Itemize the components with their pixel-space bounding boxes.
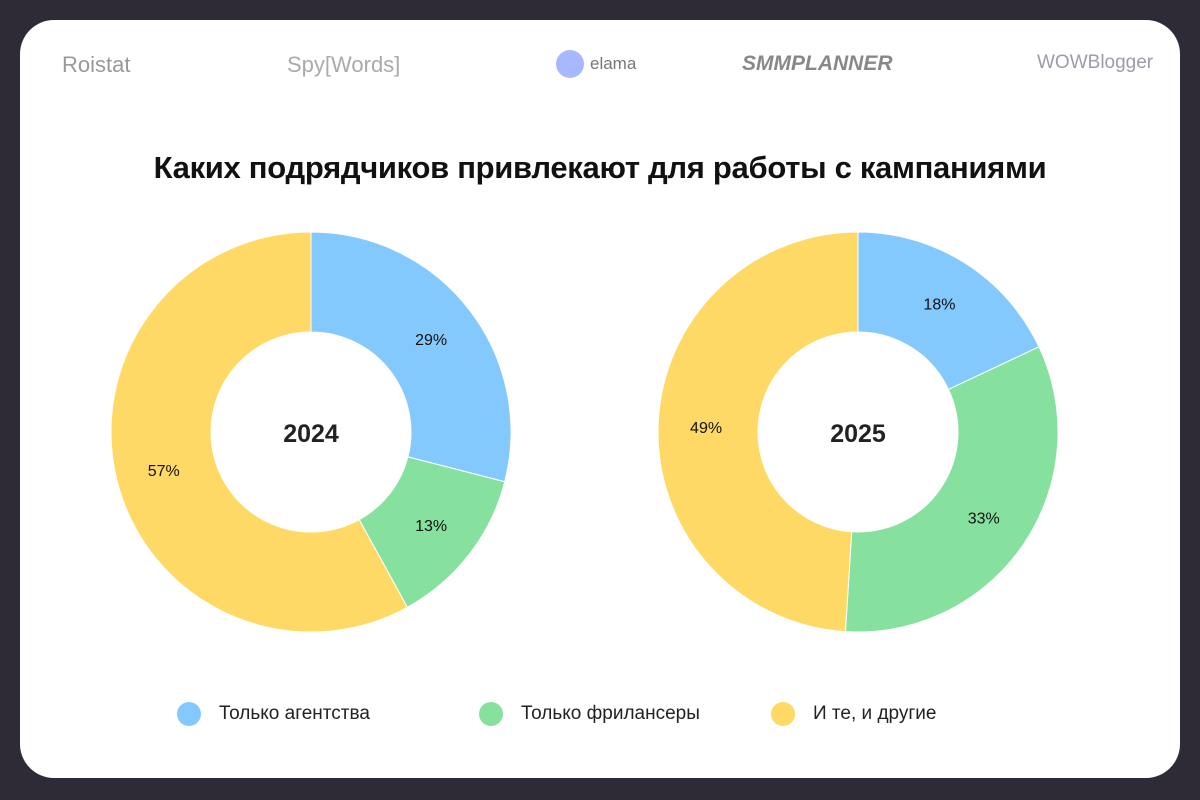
donut-slice — [310, 231, 512, 483]
donut-center-label: 2024 — [283, 420, 339, 448]
logo-elama-text: elama — [590, 54, 637, 73]
logo-roistat: Roistat — [62, 52, 131, 77]
donut-slice — [844, 346, 1059, 633]
legend-swatch — [479, 702, 503, 726]
data-label: 29% — [415, 332, 447, 349]
logo-elama: elama — [556, 50, 636, 78]
legend-item-agencies: Только агентства — [177, 702, 370, 726]
legend-item-both: И те, и другие — [771, 702, 937, 726]
chart-title: Каких подрядчиков привлекают для работы … — [153, 150, 1047, 185]
data-label: 18% — [923, 297, 955, 314]
elama-logo-icon — [556, 50, 584, 78]
donut-center-label: 2025 — [830, 420, 886, 448]
legend-swatch — [771, 702, 795, 726]
legend-label: Только агентства — [219, 703, 370, 724]
donut-slice — [857, 231, 1040, 391]
donut-slice — [657, 231, 859, 633]
legend-label: Только фрилансеры — [521, 703, 700, 724]
data-label: 13% — [415, 518, 447, 535]
legend-swatch — [177, 702, 201, 726]
legend-label: И те, и другие — [813, 703, 937, 724]
logo-spywords: Spy[Words] — [287, 52, 401, 77]
data-label: 57% — [148, 463, 180, 480]
logo-wowblogger: WOWBlogger — [1037, 52, 1154, 73]
data-label: 33% — [968, 510, 1000, 527]
logo-smmplanner: SMMPLANNER — [742, 52, 893, 75]
donut-slice — [110, 231, 409, 633]
legend-item-freelancers: Только фрилансеры — [479, 702, 700, 726]
data-label: 49% — [690, 420, 722, 437]
